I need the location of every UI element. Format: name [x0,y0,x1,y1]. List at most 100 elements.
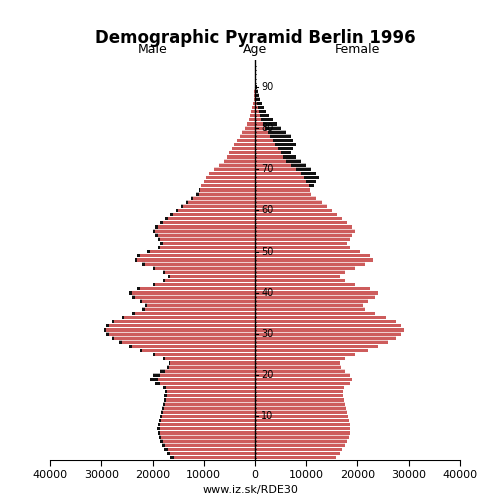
Bar [255,378,352,381]
Bar [255,138,273,142]
Bar [255,398,344,402]
Bar [142,348,255,352]
Bar [132,295,134,298]
Bar [255,448,342,451]
Bar [255,406,346,410]
Bar [152,283,155,286]
Bar [273,138,293,142]
Bar [164,398,166,402]
Bar [276,142,296,146]
Bar [255,172,301,175]
Bar [183,204,255,208]
Bar [164,406,255,410]
Bar [255,274,340,278]
Bar [155,229,255,232]
Bar [255,196,316,200]
Bar [255,283,355,286]
Bar [255,180,306,184]
Bar [255,192,312,196]
Bar [165,390,168,394]
Bar [301,172,316,175]
Bar [166,217,168,220]
Bar [255,270,344,274]
Bar [114,320,255,324]
Bar [270,134,291,138]
Bar [255,291,378,294]
Bar [255,258,373,262]
Bar [252,106,255,109]
Bar [158,431,160,434]
Bar [255,278,344,282]
Bar [255,130,268,134]
Bar [255,418,349,422]
Bar [255,225,352,228]
Bar [168,217,255,220]
Bar [249,118,255,122]
Bar [256,94,259,97]
Bar [255,118,261,122]
Bar [132,344,255,348]
Bar [170,456,174,460]
Bar [164,448,168,451]
Bar [255,390,342,394]
Bar [255,324,401,328]
Bar [169,361,170,364]
Bar [163,270,166,274]
Bar [255,89,256,92]
Bar [258,110,266,113]
Bar [255,435,349,438]
Bar [160,246,255,249]
Bar [148,304,255,307]
Bar [145,304,148,307]
Bar [155,225,158,228]
Bar [255,328,404,332]
Bar [152,229,155,232]
Bar [163,440,255,443]
Bar [137,258,255,262]
Bar [170,452,255,455]
Bar [227,155,255,158]
Bar [255,304,362,307]
Bar [255,320,396,324]
Bar [130,344,132,348]
Bar [255,427,350,430]
Bar [168,448,255,451]
Bar [255,414,348,418]
Bar [160,370,166,373]
Bar [106,328,255,332]
Bar [142,262,145,266]
Bar [178,208,255,212]
Bar [198,188,200,192]
Bar [191,196,194,200]
Bar [306,180,316,184]
Bar [167,365,169,368]
Bar [160,427,255,430]
Bar [160,382,255,385]
Bar [219,164,255,167]
Bar [163,357,166,360]
Bar [162,414,255,418]
Bar [255,287,370,290]
Bar [291,164,306,167]
Bar [255,262,365,266]
Bar [255,332,401,336]
Bar [158,238,160,241]
Bar [160,440,163,443]
Bar [145,308,255,311]
Bar [255,295,376,298]
Title: Demographic Pyramid Berlin 1996: Demographic Pyramid Berlin 1996 [94,30,415,48]
Bar [224,159,255,162]
Bar [167,394,255,398]
Bar [256,85,257,88]
Bar [196,192,198,196]
Text: Age: Age [243,43,267,56]
Bar [152,266,155,270]
Bar [160,410,164,414]
Bar [261,118,273,122]
Bar [112,336,114,340]
Bar [109,332,255,336]
Bar [252,110,255,113]
Bar [158,246,160,249]
Bar [161,435,255,438]
Bar [150,378,158,381]
